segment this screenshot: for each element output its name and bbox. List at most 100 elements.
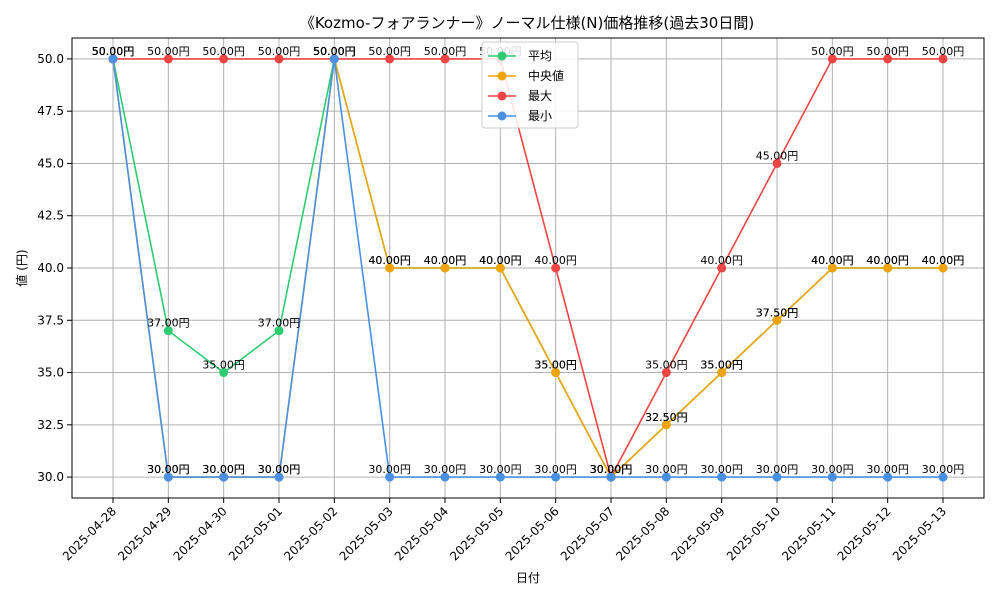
series-1-data-label: 50.00円 <box>92 45 135 58</box>
series-2-point <box>772 158 782 168</box>
series-2-point <box>385 54 395 64</box>
series-1-data-label: 40.00円 <box>866 254 909 267</box>
series-1-data-label: 40.00円 <box>922 254 965 267</box>
series-1-data-label: 40.00円 <box>424 254 467 267</box>
x-tick-label: 2025-04-29 <box>115 504 174 563</box>
y-tick-label: 35.0 <box>37 366 64 380</box>
y-tick-label: 32.5 <box>37 418 64 432</box>
series-1-data-label: 40.00円 <box>479 254 522 267</box>
series-3-data-label: 50.00円 <box>313 45 356 58</box>
legend-marker-0 <box>497 51 507 61</box>
series-0-data-label: 30.00円 <box>590 463 633 476</box>
series-0-data-label: 35.00円 <box>700 359 743 372</box>
series-3-point <box>385 472 395 482</box>
series-2-data-label: 50.00円 <box>811 45 854 58</box>
series-1-point <box>551 368 561 378</box>
x-tick-label: 2025-05-07 <box>558 504 617 563</box>
legend-label-3: 最小 <box>528 109 552 123</box>
series-0-data-label: 40.00円 <box>922 254 965 267</box>
x-tick-label: 2025-05-12 <box>835 504 894 563</box>
series-0-data-label: 50.00円 <box>92 45 135 58</box>
series-0-data-label: 50.00円 <box>313 45 356 58</box>
series-3-data-label: 50.00円 <box>92 45 135 58</box>
series-3-data-label: 30.00円 <box>866 463 909 476</box>
series-2-data-label: 40.00円 <box>700 254 743 267</box>
series-2-data-label: 45.00円 <box>756 149 799 162</box>
series-3-data-label: 30.00円 <box>756 463 799 476</box>
x-tick-label: 2025-04-30 <box>171 504 230 563</box>
series-line-3 <box>112 58 943 478</box>
y-tick-label: 37.5 <box>37 313 64 327</box>
series-2-point <box>163 54 173 64</box>
series-3-data-label: 30.00円 <box>811 463 854 476</box>
y-tick-label: 50.0 <box>37 52 64 66</box>
series-2-data-label: 50.00円 <box>258 45 301 58</box>
x-tick-label: 2025-05-01 <box>226 504 285 563</box>
legend-marker-2 <box>497 91 507 101</box>
series-1-point <box>495 263 505 273</box>
y-tick-label: 40.0 <box>37 261 64 275</box>
series-0-data-label: 35.00円 <box>534 359 577 372</box>
x-tick-label: 2025-05-08 <box>613 504 672 563</box>
series-0-data-label: 37.50円 <box>756 306 799 319</box>
legend-label-0: 平均 <box>528 49 552 63</box>
series-1-point <box>883 263 893 273</box>
series-3-point <box>606 472 616 482</box>
series-1-point <box>827 263 837 273</box>
series-2-point <box>661 368 671 378</box>
series-2-data-label: 35.00円 <box>645 359 688 372</box>
series-2-data-label: 50.00円 <box>424 45 467 58</box>
series-3-data-label: 30.00円 <box>922 463 965 476</box>
series-1-data-label: 30.00円 <box>258 463 301 476</box>
series-3-data-label: 30.00円 <box>424 463 467 476</box>
series-3-point <box>274 472 284 482</box>
series-1-point <box>717 368 727 378</box>
series-0-point <box>219 368 229 378</box>
y-axis-title: 値 (円) <box>14 249 29 286</box>
series-1-point <box>938 263 948 273</box>
series-2-data-label: 50.00円 <box>922 45 965 58</box>
series-2-point <box>827 54 837 64</box>
series-1-data-label: 32.50円 <box>645 411 688 424</box>
series-line-2 <box>113 58 943 480</box>
series-3-data-label: 30.00円 <box>147 463 190 476</box>
series-0-data-label: 40.00円 <box>368 254 411 267</box>
legend-marker-1 <box>497 71 507 81</box>
series-3-point <box>440 472 450 482</box>
series-2-data-label: 40.00円 <box>534 254 577 267</box>
series-3-data-label: 30.00円 <box>645 463 688 476</box>
series-3-point <box>661 472 671 482</box>
series-0-data-label: 40.00円 <box>479 254 522 267</box>
series-0-data-label: 35.00円 <box>202 359 245 372</box>
series-2-data-label: 50.00円 <box>202 45 245 58</box>
series-lines <box>108 54 948 482</box>
series-3-point <box>827 472 837 482</box>
series-3-point <box>938 472 948 482</box>
x-tick-label: 2025-05-02 <box>281 504 340 563</box>
series-0-data-label: 40.00円 <box>424 254 467 267</box>
series-1-data-label: 30.00円 <box>202 463 245 476</box>
x-axis-title: 日付 <box>516 571 540 585</box>
series-2-point <box>440 54 450 64</box>
series-3-point <box>329 54 339 64</box>
series-3-point <box>219 472 229 482</box>
series-2-data-label: 50.00円 <box>92 45 135 58</box>
series-2-point <box>274 54 284 64</box>
y-tick-label: 45.0 <box>37 156 64 170</box>
series-0-data-label: 40.00円 <box>811 254 854 267</box>
series-3-data-label: 30.00円 <box>700 463 743 476</box>
x-tick-label: 2025-05-13 <box>890 504 949 563</box>
series-3-point <box>163 472 173 482</box>
y-tick-label: 42.5 <box>37 209 64 223</box>
series-1-data-label: 35.00円 <box>534 359 577 372</box>
series-2-point <box>938 54 948 64</box>
series-3-data-label: 30.00円 <box>479 463 522 476</box>
series-1-data-label: 35.00円 <box>700 359 743 372</box>
legend-label-2: 最大 <box>528 89 552 103</box>
x-tick-label: 2025-05-11 <box>779 504 838 563</box>
series-2-point <box>551 263 561 273</box>
legend-label-1: 中央値 <box>528 68 564 83</box>
series-3-point <box>883 472 893 482</box>
